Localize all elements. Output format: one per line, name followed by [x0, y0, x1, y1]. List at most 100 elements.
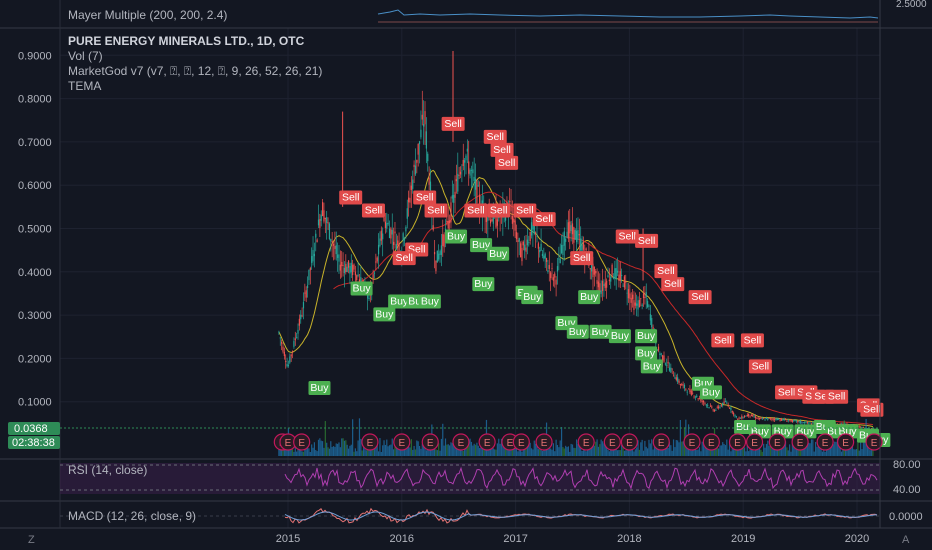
- volume-bar: [354, 448, 356, 456]
- volume-bar: [663, 448, 665, 456]
- sell-signal-label: Sell: [427, 205, 445, 217]
- candle-body: [436, 250, 438, 263]
- candle-body: [809, 422, 811, 424]
- zoom-button[interactable]: Z: [28, 534, 35, 546]
- candle-body: [398, 243, 400, 252]
- candle-body: [599, 283, 601, 293]
- candle-body: [671, 368, 673, 370]
- candle-body: [663, 355, 665, 362]
- candle-body: [290, 354, 292, 357]
- buy-signal-box: [418, 294, 441, 309]
- candle-body: [330, 239, 332, 242]
- candle-body: [719, 406, 721, 408]
- volume-bar: [402, 447, 404, 456]
- rsi-lower-value: 40.00: [893, 484, 921, 496]
- candle-body: [674, 377, 676, 379]
- candle-body: [559, 258, 561, 264]
- candle-body: [281, 341, 283, 344]
- volume-bar: [343, 440, 346, 456]
- candle-body: [752, 414, 754, 417]
- volume-bar: [347, 448, 350, 456]
- candle-body: [694, 396, 697, 398]
- volume-bar: [563, 448, 565, 456]
- buy-signal-box: [566, 324, 589, 339]
- volume-bar: [640, 442, 642, 456]
- volume-bar: [526, 442, 529, 456]
- volume-bar: [824, 451, 826, 456]
- earnings-marker: [512, 433, 530, 451]
- candle-body: [679, 384, 681, 386]
- candle-body: [637, 300, 639, 310]
- last-price-tag: [8, 422, 60, 435]
- volume-bar: [581, 450, 583, 456]
- candle-body: [611, 264, 613, 276]
- volume-bar: [689, 444, 691, 456]
- volume-bar: [789, 444, 791, 456]
- candle-body: [840, 423, 843, 425]
- candle-body: [358, 279, 361, 283]
- candle-body: [382, 233, 384, 240]
- volume-bar: [641, 439, 643, 456]
- buy-signal-label: Buy: [580, 291, 599, 303]
- mayer-label: Mayer Multiple (200, 200, 2.4): [68, 8, 227, 22]
- candle-body: [539, 249, 541, 253]
- candle-body: [352, 264, 354, 276]
- candle-body: [296, 336, 298, 338]
- rsi-band: [60, 463, 880, 494]
- candle-body: [573, 227, 575, 243]
- volume-bar: [760, 449, 762, 456]
- volume-bar: [601, 441, 604, 456]
- candle-body: [769, 418, 772, 420]
- earnings-marker: [620, 433, 639, 451]
- candle-body: [350, 262, 352, 273]
- candle-body: [342, 265, 344, 267]
- sell-signal-box: [711, 333, 735, 348]
- volume-bar: [556, 444, 559, 456]
- volume-bar: [334, 446, 336, 456]
- sell-signal-label: Sell: [714, 334, 732, 346]
- candle-body: [630, 297, 632, 303]
- mayer-line: [377, 9, 879, 19]
- auto-scale-button[interactable]: A: [902, 534, 910, 546]
- volume-bar: [406, 446, 408, 456]
- candle-body: [420, 129, 422, 138]
- volume-bar: [637, 440, 639, 456]
- candle-body: [558, 258, 560, 260]
- volume-bar: [839, 442, 841, 456]
- candle-body: [464, 160, 466, 163]
- candle-body: [300, 314, 302, 320]
- candle-body: [496, 219, 498, 226]
- earnings-marker-label: E: [427, 438, 434, 449]
- sell-signal-label: Sell: [664, 278, 682, 290]
- candle-body: [608, 279, 610, 282]
- volume-bar: [723, 443, 725, 456]
- candle-body: [376, 257, 378, 262]
- candle-body: [442, 234, 444, 246]
- candle-body: [629, 293, 631, 299]
- candle-body: [774, 419, 776, 420]
- volume-bar: [391, 438, 393, 456]
- candle-body: [405, 227, 407, 232]
- candle-body: [279, 337, 281, 339]
- volume-bar: [421, 443, 423, 456]
- volume-bar: [555, 439, 557, 456]
- volume-bar: [574, 448, 576, 456]
- candle-body: [603, 284, 605, 287]
- volume-bar: [819, 448, 821, 456]
- x-tick-label: 2015: [276, 533, 300, 545]
- volume-bar: [495, 449, 497, 456]
- candle-body: [453, 194, 455, 203]
- x-tick-label: 2019: [731, 533, 755, 545]
- volume-bar: [341, 438, 343, 456]
- volume-bar: [733, 445, 735, 456]
- volume-bar: [300, 446, 302, 456]
- volume-bar: [461, 446, 463, 456]
- candle-body: [286, 364, 288, 367]
- candle-body: [715, 409, 717, 411]
- sell-signal-label: Sell: [828, 391, 846, 403]
- volume-bar: [600, 439, 602, 456]
- candle-body: [517, 240, 519, 242]
- candle-body: [305, 290, 307, 298]
- volume-bar: [409, 447, 411, 456]
- buy-signal-label: Buy: [611, 330, 630, 342]
